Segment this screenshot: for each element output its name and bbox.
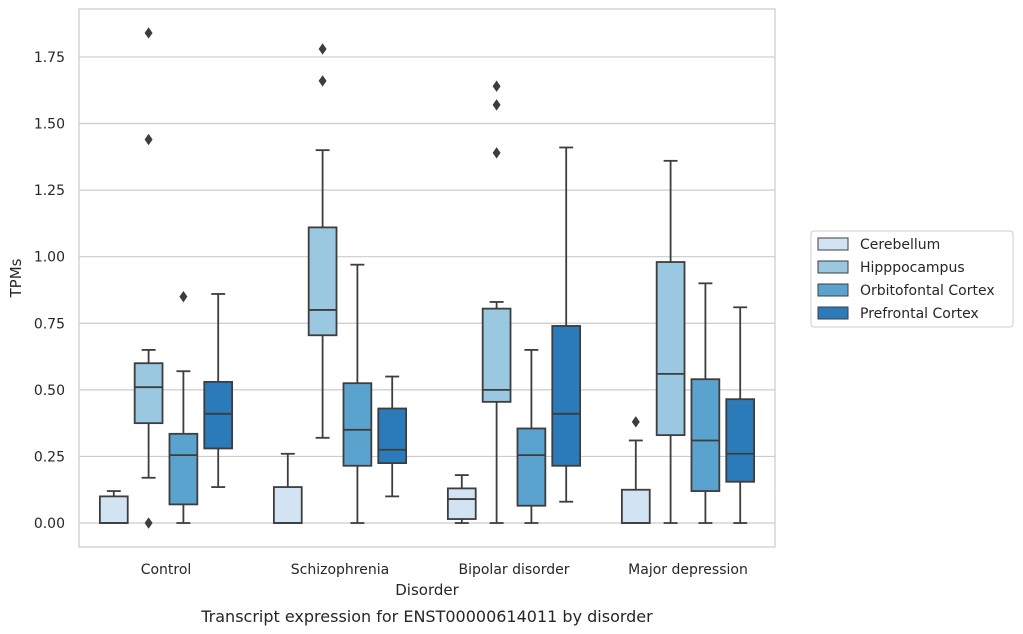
box-hipppocampus [307, 43, 338, 439]
legend-swatch [817, 260, 849, 274]
box-orbitofontal-cortex [342, 263, 373, 524]
outlier-point [144, 27, 153, 39]
x-tick-labels: Control Schizophrenia Bipolar disorder Majo… [141, 562, 748, 578]
box-iqr [446, 487, 477, 520]
box-iqr [551, 325, 582, 467]
y-tick-label: 1.75 [34, 50, 65, 66]
box-hipppocampus [655, 159, 686, 524]
box-prefrontal-cortex [551, 146, 582, 503]
box-iqr [272, 486, 303, 524]
x-axis-label: Disorder [395, 581, 459, 599]
box-iqr [98, 495, 129, 524]
box-iqr [342, 382, 373, 467]
legend: Cerebellum Hipppocampus Orbitofontal Corte… [810, 230, 1014, 328]
legend-label: Hipppocampus [860, 260, 965, 276]
box-orbitofontal-cortex [690, 282, 721, 524]
box-cerebellum [446, 474, 477, 524]
box-cerebellum [620, 416, 651, 524]
x-tick-label: Control [141, 562, 192, 578]
legend-label: Cerebellum [860, 237, 940, 253]
outlier-point [144, 133, 153, 146]
legend-swatch [817, 306, 849, 320]
legend-label: Prefrontal Cortex [860, 306, 979, 322]
box-iqr [203, 380, 234, 450]
y-tick-label: 1.50 [34, 117, 65, 133]
outlier-point [144, 517, 153, 529]
outlier-point [492, 99, 501, 111]
legend-swatch [817, 237, 849, 251]
box-iqr [481, 307, 512, 403]
outlier-point [179, 290, 188, 303]
box-iqr [377, 407, 408, 465]
x-tick-label: Schizophrenia [291, 562, 389, 578]
box-iqr [307, 226, 338, 337]
box-orbitofontal-cortex [168, 290, 199, 524]
legend-frame [810, 230, 1014, 328]
y-tick-label: 0.75 [34, 316, 65, 332]
box-iqr [168, 432, 199, 506]
boxes [98, 27, 756, 529]
outlier-point [631, 416, 640, 428]
box-prefrontal-cortex [725, 306, 756, 524]
x-tick-label: Major depression [628, 562, 748, 578]
chart-caption: Transcript expression for ENST0000061401… [200, 607, 653, 626]
y-tick-labels: 0.00 0.25 0.50 0.75 1.00 1.25 1.50 1.75 [34, 50, 65, 532]
box-cerebellum [272, 452, 303, 524]
y-axis-label: TPMs [7, 258, 25, 298]
box-prefrontal-cortex [377, 375, 408, 498]
y-tick-label: 1.00 [34, 250, 65, 266]
box-prefrontal-cortex [203, 293, 234, 488]
outlier-point [492, 80, 501, 92]
plot-frame [78, 8, 776, 548]
outlier-point [492, 147, 501, 159]
y-tick-label: 0.50 [34, 383, 65, 399]
box-cerebellum [98, 490, 129, 524]
x-tick-label: Bipolar disorder [458, 562, 569, 578]
box-hipppocampus [481, 80, 512, 524]
box-iqr [690, 378, 721, 492]
y-tick-label: 0.25 [34, 449, 65, 465]
y-tick-label: 1.25 [34, 183, 65, 199]
box-iqr [655, 261, 686, 437]
y-tick-label: 0.00 [34, 516, 65, 532]
legend-swatch [817, 283, 849, 297]
box-iqr [620, 488, 651, 524]
box-iqr [725, 398, 756, 483]
box-iqr [516, 427, 547, 507]
box-orbitofontal-cortex [516, 349, 547, 524]
box-hipppocampus [133, 27, 164, 529]
outlier-point [318, 43, 327, 55]
outlier-point [318, 75, 327, 87]
box-iqr [133, 362, 164, 425]
legend-label: Orbitofontal Cortex [860, 283, 995, 299]
